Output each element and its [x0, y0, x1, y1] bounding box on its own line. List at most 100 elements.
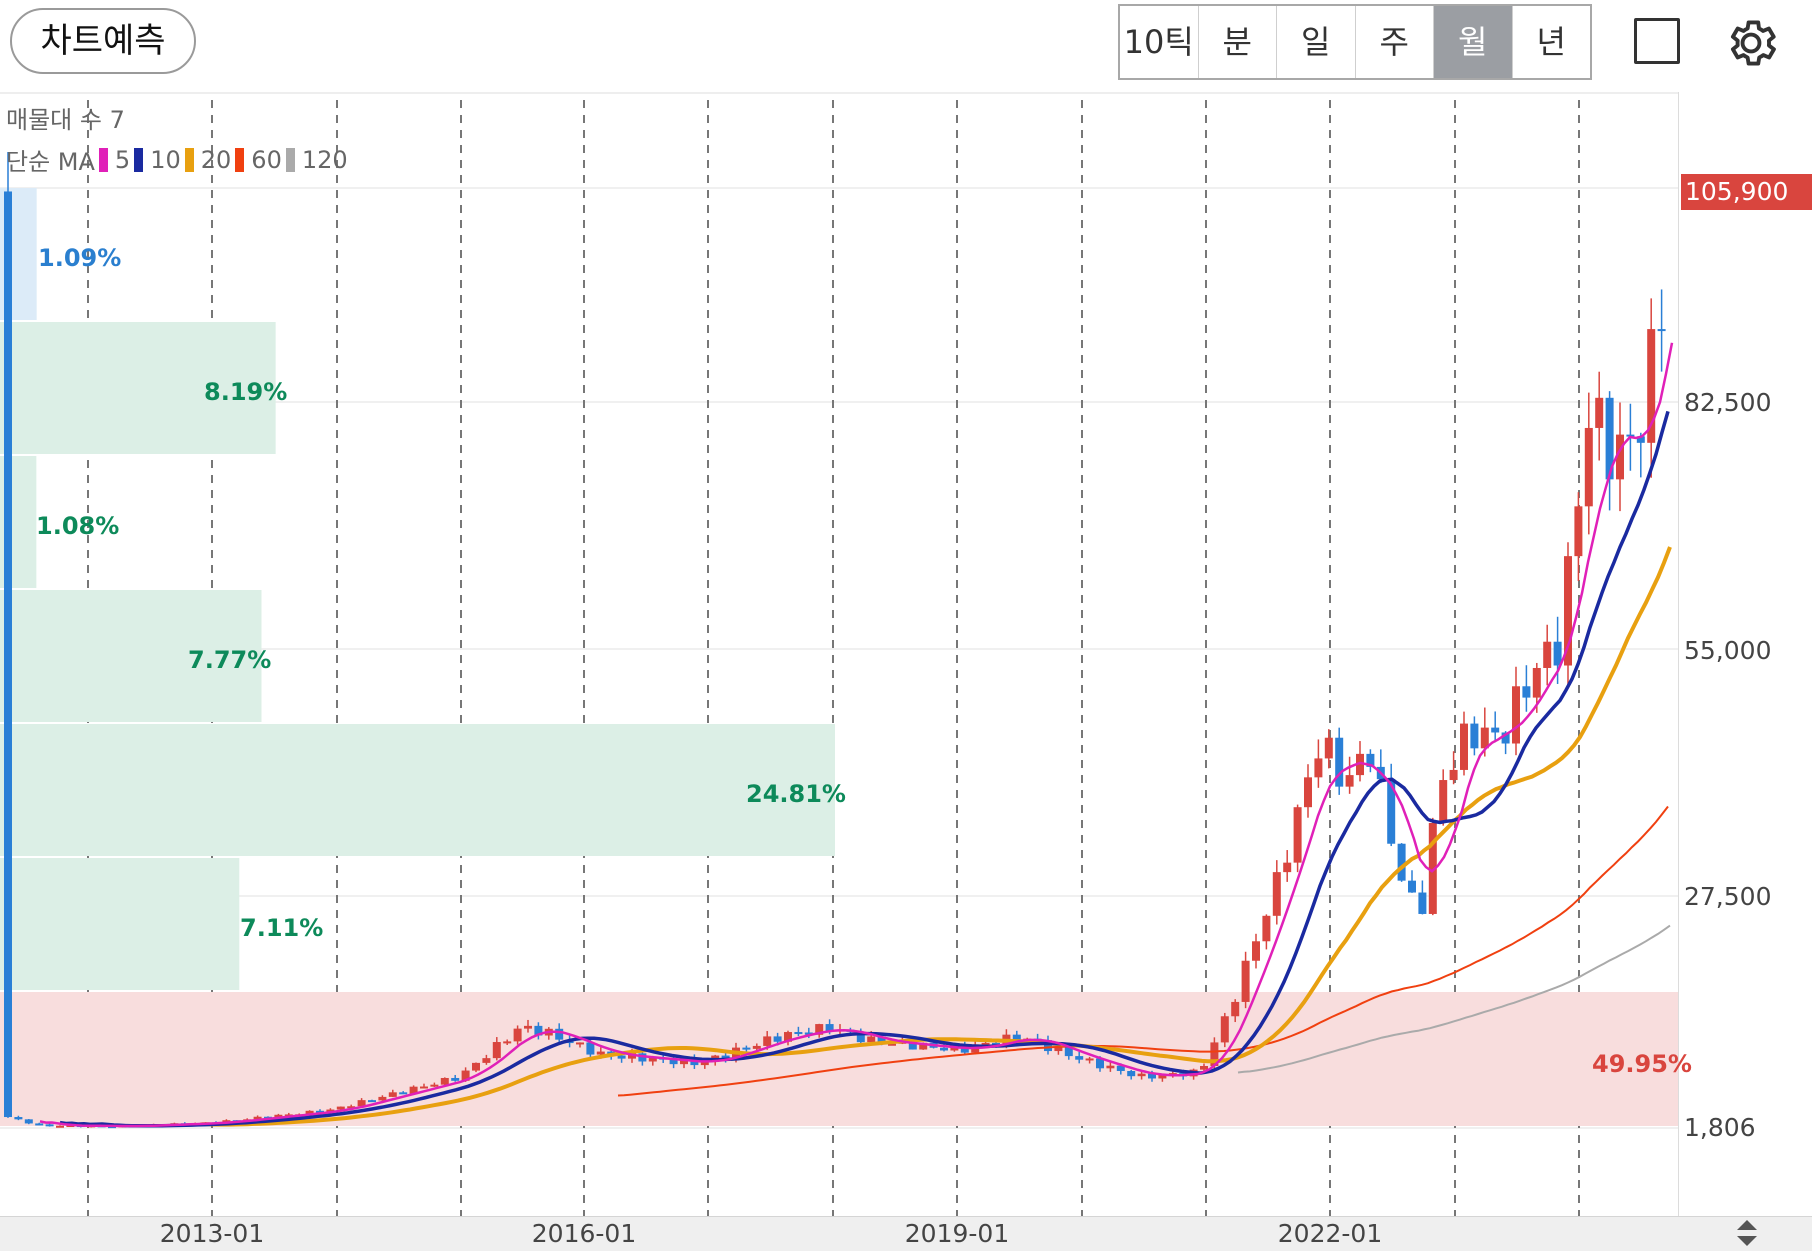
- candle-body: [430, 1084, 439, 1087]
- candle-body: [1564, 556, 1572, 666]
- volume-profile-legend: 매물대 수 7: [6, 106, 125, 134]
- candle-body: [669, 1058, 678, 1065]
- candle-body: [1636, 436, 1645, 443]
- volume-profile-band: [0, 322, 276, 454]
- ma5-label: 5: [114, 145, 131, 174]
- candle-body: [742, 1047, 751, 1050]
- candle-body: [1397, 843, 1406, 881]
- candle-body: [1293, 807, 1302, 863]
- candle-body: [825, 1024, 834, 1032]
- period-tab-month[interactable]: 월: [1434, 6, 1513, 78]
- current-price-badge: 105,900: [1681, 174, 1812, 210]
- candle-body: [773, 1036, 782, 1042]
- candle-body: [284, 1114, 293, 1117]
- candle-body: [1543, 641, 1552, 668]
- candle-body: [1522, 686, 1531, 698]
- candle-body: [648, 1057, 657, 1062]
- candle-body: [1439, 780, 1448, 823]
- candle-body: [1366, 753, 1375, 767]
- candle-body: [1137, 1073, 1146, 1077]
- candle-body: [1335, 737, 1344, 787]
- candle-body: [4, 191, 12, 1118]
- gear-icon[interactable]: [1722, 14, 1780, 72]
- chart-predict-button[interactable]: 차트예측: [10, 8, 196, 74]
- candle-body: [1657, 329, 1666, 332]
- candle-body: [1480, 727, 1489, 749]
- candle-body: [440, 1077, 449, 1085]
- candle-body: [399, 1092, 408, 1095]
- candle-body: [503, 1041, 512, 1044]
- period-tab-year[interactable]: 년: [1536, 23, 1566, 61]
- candle-body: [1304, 777, 1312, 808]
- candle-body: [586, 1042, 595, 1055]
- price-label-27500: 27,500: [1684, 882, 1772, 911]
- candle-body: [856, 1031, 865, 1043]
- volume-profile-label: 7.77%: [188, 646, 272, 674]
- time-label-2019: 2019-01: [904, 1219, 1010, 1248]
- ma-legend-title: 단순 MA: [6, 148, 95, 176]
- resize-handle-icon[interactable]: [1732, 1218, 1762, 1248]
- price-chart[interactable]: [0, 92, 1812, 1250]
- ma5-line: [39, 342, 1674, 1128]
- ma20-swatch: [184, 147, 194, 172]
- volume-profile-label: 7.11%: [240, 914, 324, 942]
- candle-body: [815, 1024, 824, 1035]
- moving-averages: [39, 342, 1674, 1128]
- candle-body: [1428, 822, 1437, 914]
- candle-body: [908, 1040, 917, 1050]
- candle-body: [492, 1042, 501, 1059]
- candle-body: [1252, 941, 1260, 961]
- square-icon[interactable]: [1634, 18, 1680, 64]
- candle-body: [1324, 737, 1333, 759]
- period-selector: 10틱 분 일 주 월 년: [1118, 4, 1592, 80]
- candle-body: [1054, 1046, 1063, 1052]
- candle-body: [804, 1032, 813, 1035]
- ma10-swatch: [134, 147, 144, 172]
- candle-body: [940, 1047, 948, 1051]
- ma120-swatch: [285, 147, 295, 172]
- candle-body: [1158, 1074, 1167, 1079]
- period-tab-week[interactable]: 주: [1356, 6, 1434, 78]
- candle-body: [1220, 1016, 1229, 1043]
- period-tab-day[interactable]: 일: [1277, 6, 1356, 78]
- candle-body: [1272, 872, 1281, 916]
- time-label-2022: 2022-01: [1277, 1219, 1383, 1248]
- candle-body: [1605, 397, 1614, 480]
- candle-body: [378, 1096, 387, 1101]
- candle-body: [721, 1055, 730, 1059]
- volume-profile-label: 1.08%: [36, 512, 120, 540]
- candle-body: [877, 1036, 886, 1045]
- candle-body: [56, 1125, 64, 1128]
- candle-body: [368, 1100, 376, 1103]
- ma-legend: 단순 MA 5 10 20 60 120: [6, 142, 348, 177]
- candle-body: [867, 1036, 876, 1043]
- candle-body: [763, 1036, 772, 1046]
- period-tab-minute[interactable]: 분: [1199, 6, 1277, 78]
- volume-profile-band: [0, 724, 835, 856]
- candle-body: [992, 1042, 1000, 1046]
- candle-body: [357, 1100, 366, 1107]
- ma60-line: [617, 805, 1669, 1097]
- candle-body: [1449, 769, 1458, 781]
- candle-body: [1647, 329, 1656, 443]
- time-label-2013: 2013-01: [159, 1219, 265, 1248]
- candle-body: [524, 1025, 532, 1029]
- volume-profile-label: 1.09%: [38, 244, 122, 272]
- volume-profile-label: 8.19%: [204, 378, 288, 406]
- candlesticks: [4, 152, 1666, 1129]
- candle-body: [1470, 723, 1479, 749]
- candle-body: [1210, 1042, 1219, 1066]
- candle-body: [1085, 1058, 1094, 1061]
- candle-body: [628, 1053, 636, 1059]
- candle-body: [1200, 1065, 1208, 1070]
- candle-body: [1387, 779, 1396, 844]
- candle-body: [35, 1123, 44, 1126]
- candle-body: [316, 1110, 324, 1113]
- ma20-line: [199, 546, 1672, 1127]
- time-axis[interactable]: 2013-01 2016-01 2019-01 2022-01: [0, 1216, 1812, 1251]
- period-tab-10tick[interactable]: 10틱: [1120, 6, 1199, 78]
- candle-body: [14, 1117, 23, 1120]
- candle-body: [794, 1032, 803, 1035]
- time-label-2016: 2016-01: [531, 1219, 637, 1248]
- candle-body: [888, 1043, 896, 1046]
